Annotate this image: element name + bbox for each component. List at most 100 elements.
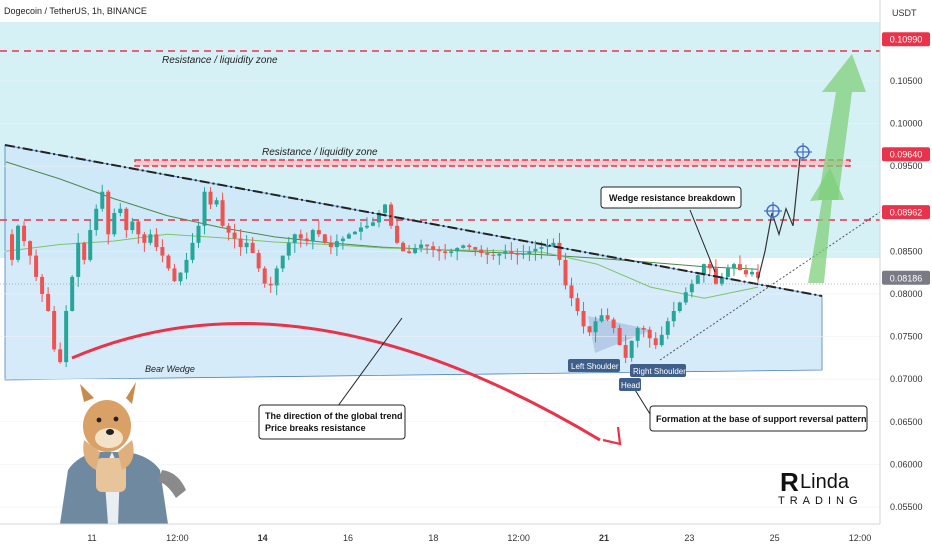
candle-body: [142, 234, 147, 243]
candle-body: [292, 234, 297, 243]
price-tick-label: 0.10500: [890, 76, 923, 86]
candle-body: [76, 242, 81, 277]
price-tick-label: 0.07000: [890, 374, 923, 384]
candle-body: [238, 238, 243, 248]
logo-brand-top: Linda: [800, 471, 850, 493]
price-tick-label: 0.08000: [890, 289, 923, 299]
candle-body: [659, 334, 664, 346]
candle-body: [617, 328, 622, 346]
candle-body: [130, 221, 135, 231]
time-tick-label: 12:00: [849, 533, 872, 543]
wedge-upper-trendline: [4, 144, 823, 297]
candle-body: [623, 345, 628, 358]
candle-body: [551, 242, 556, 246]
candle-body: [491, 254, 496, 256]
candle-body: [467, 245, 472, 248]
candle-body: [545, 245, 550, 248]
price-tag-label: 0.08186: [890, 273, 923, 283]
candle-body: [280, 255, 285, 269]
candle-body: [274, 268, 279, 286]
candle-body: [208, 191, 213, 205]
global-trend-box: [258, 404, 406, 440]
candle-body: [413, 247, 418, 254]
candle-body: [172, 268, 177, 282]
candle-body: [605, 315, 610, 320]
candle-body: [611, 319, 616, 329]
candle-body: [364, 225, 369, 228]
candle-body: [737, 264, 742, 271]
candle-body: [334, 241, 339, 248]
candle-body: [557, 242, 562, 260]
candle-body: [695, 275, 700, 284]
candle-body: [160, 247, 165, 256]
global-trend-text-2: Price breaks resistance: [265, 423, 366, 433]
price-tag-label: 0.08962: [890, 208, 923, 218]
candle-body: [250, 242, 255, 254]
candle-body: [383, 204, 388, 214]
doge-mascot-icon: [60, 382, 186, 524]
time-tick-label: 12:00: [166, 533, 189, 543]
candle-body: [154, 234, 159, 248]
time-tick-label: 23: [684, 533, 694, 543]
resistance-label-mid: Resistance / liquidity zone: [262, 147, 378, 158]
candle-body: [665, 321, 670, 335]
logo-brand-bottom: TRADING: [778, 495, 863, 507]
candle-body: [443, 251, 448, 254]
price-tick-label: 0.06000: [890, 459, 923, 469]
candle-body: [395, 225, 400, 243]
candle-body: [485, 253, 490, 255]
candle-body: [304, 238, 309, 242]
global-trend-arrowhead: [602, 426, 622, 446]
candle-body: [64, 310, 69, 363]
candle-body: [70, 276, 75, 311]
candle-body: [226, 225, 231, 233]
candle-body: [268, 283, 273, 286]
candle-body: [756, 271, 760, 278]
candle-body: [425, 244, 430, 247]
candle-body: [346, 234, 351, 239]
candle-body: [527, 251, 532, 254]
candle-body: [521, 253, 526, 255]
candle-body: [641, 328, 646, 330]
price-tick-label: 0.09500: [890, 161, 923, 171]
svg-text:R: R: [780, 467, 799, 497]
candle-body: [358, 227, 363, 232]
candle-body: [449, 251, 454, 254]
candle-body: [202, 191, 207, 226]
candle-body: [401, 242, 406, 252]
price-tags: 0.10990 0.09640 0.08962 0.08186: [882, 32, 930, 285]
bear-wedge-label: Bear Wedge: [145, 364, 195, 374]
candle-body: [166, 255, 171, 269]
currency-label: USDT: [892, 8, 917, 18]
price-tag-label: 0.10990: [890, 35, 923, 45]
candle-body: [328, 242, 333, 248]
time-tick-label: 12:00: [507, 533, 530, 543]
target-icon-2: [794, 143, 812, 161]
candle-body: [220, 200, 225, 226]
candle-body: [316, 230, 321, 235]
breakdown-box: [600, 186, 742, 209]
candle-body: [575, 298, 580, 311]
candle-body: [629, 340, 634, 358]
candle-body: [82, 242, 87, 260]
linda-trading-logo: R Linda TRADING: [778, 467, 863, 507]
candle-body: [647, 329, 652, 339]
time-axis: [0, 524, 880, 550]
candle-body: [376, 213, 381, 223]
time-tick-label: 18: [428, 533, 438, 543]
candle-body: [10, 234, 15, 260]
price-tick-label: 0.06500: [890, 417, 923, 427]
candle-body: [707, 264, 712, 269]
candle-body: [22, 225, 27, 242]
price-tag: [882, 147, 930, 162]
candle-body: [88, 230, 93, 260]
candle-body: [286, 242, 291, 256]
global-trend-curve: [71, 321, 601, 442]
symbol-title: Dogecoin / TetherUS, 1h, BINANCE: [4, 6, 147, 16]
candle-body: [340, 238, 345, 242]
candle-body: [509, 251, 514, 254]
candle-body: [136, 221, 141, 235]
candle-body: [569, 285, 574, 299]
time-tick-label: 25: [770, 533, 780, 543]
candle-body: [689, 283, 694, 293]
